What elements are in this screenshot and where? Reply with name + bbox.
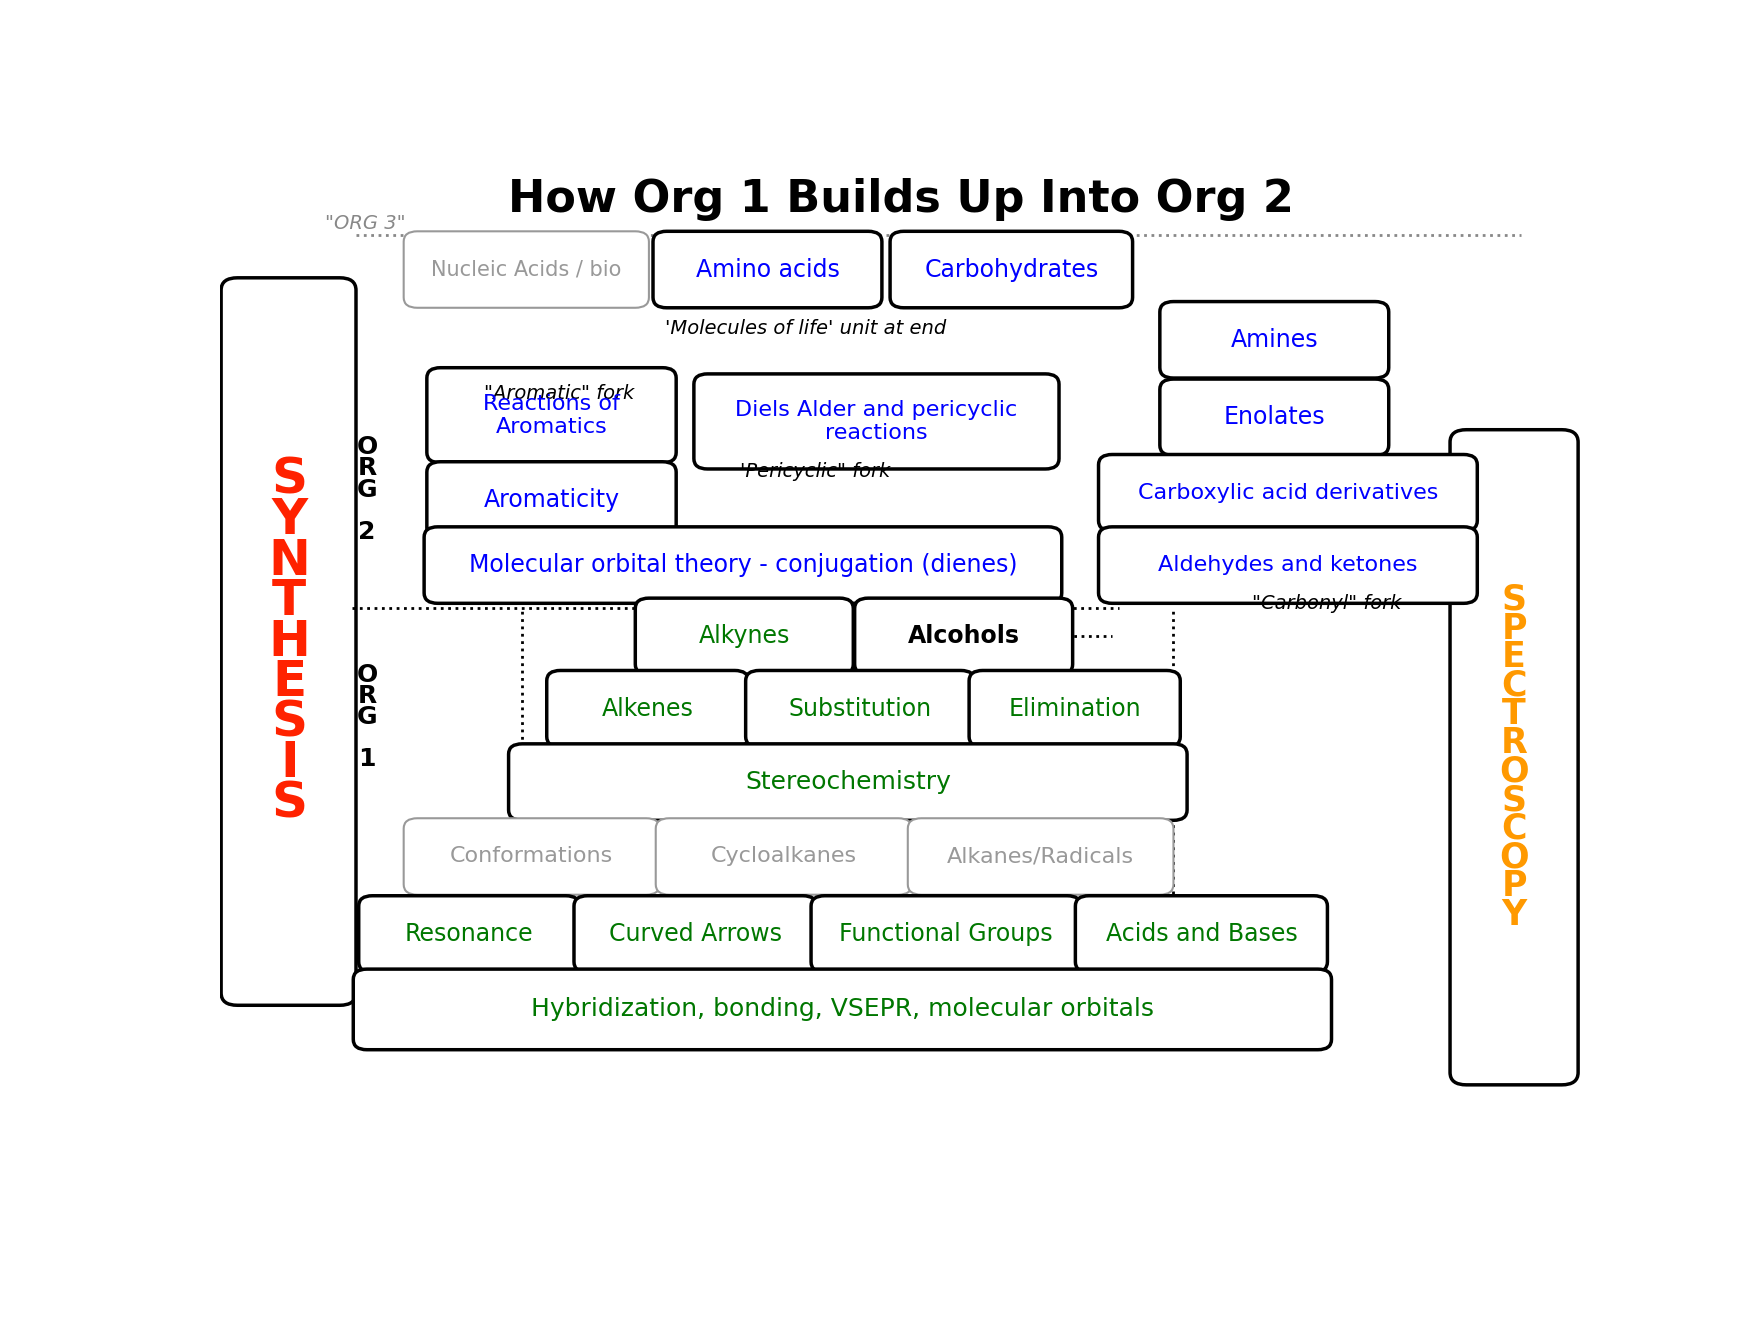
Text: Substitution: Substitution	[789, 696, 931, 721]
FancyBboxPatch shape	[353, 969, 1330, 1049]
Text: S
P
E
C
T
R
O
S
C
O
P
Y: S P E C T R O S C O P Y	[1499, 582, 1529, 931]
FancyBboxPatch shape	[1160, 302, 1388, 378]
Text: Cycloalkanes: Cycloalkanes	[710, 847, 856, 867]
FancyBboxPatch shape	[358, 895, 580, 972]
FancyBboxPatch shape	[1098, 455, 1476, 531]
Text: Resonance: Resonance	[404, 922, 532, 946]
Text: Conformations: Conformations	[450, 847, 613, 867]
FancyBboxPatch shape	[968, 671, 1179, 747]
FancyBboxPatch shape	[427, 462, 676, 538]
FancyBboxPatch shape	[655, 819, 912, 895]
Text: Enolates: Enolates	[1223, 405, 1325, 429]
Text: O
R
G

1: O R G 1	[357, 663, 378, 772]
FancyBboxPatch shape	[652, 231, 882, 307]
Text: Diels Alder and pericyclic
reactions: Diels Alder and pericyclic reactions	[734, 400, 1017, 443]
FancyBboxPatch shape	[907, 819, 1172, 895]
FancyBboxPatch shape	[221, 278, 355, 1005]
FancyBboxPatch shape	[573, 895, 815, 972]
Text: "ORG 3": "ORG 3"	[325, 213, 406, 232]
Text: O
R
G

2: O R G 2	[357, 435, 378, 544]
Text: Amines: Amines	[1230, 327, 1318, 352]
Text: 'Pericyclic" fork: 'Pericyclic" fork	[740, 462, 891, 480]
Text: Acids and Bases: Acids and Bases	[1105, 922, 1297, 946]
FancyBboxPatch shape	[889, 231, 1132, 307]
Text: Reactions of
Aromatics: Reactions of Aromatics	[483, 393, 620, 437]
Text: Alkynes: Alkynes	[698, 624, 789, 648]
Text: Amino acids: Amino acids	[696, 258, 838, 282]
Text: Carboxylic acid derivatives: Carboxylic acid derivatives	[1137, 483, 1437, 503]
Text: S
Y
N
T
H
E
S
I
S: S Y N T H E S I S	[269, 456, 309, 827]
Text: Nucleic Acids / bio: Nucleic Acids / bio	[430, 259, 622, 279]
Text: Curved Arrows: Curved Arrows	[608, 922, 782, 946]
Text: Molecular orbital theory - conjugation (dienes): Molecular orbital theory - conjugation (…	[469, 553, 1017, 577]
FancyBboxPatch shape	[810, 895, 1081, 972]
Text: How Org 1 Builds Up Into Org 2: How Org 1 Builds Up Into Org 2	[508, 177, 1293, 221]
FancyBboxPatch shape	[745, 671, 973, 747]
FancyBboxPatch shape	[423, 527, 1061, 604]
Text: Aldehydes and ketones: Aldehydes and ketones	[1158, 556, 1416, 576]
FancyBboxPatch shape	[1075, 895, 1327, 972]
FancyBboxPatch shape	[854, 599, 1072, 675]
FancyBboxPatch shape	[1160, 378, 1388, 455]
FancyBboxPatch shape	[508, 743, 1186, 820]
Text: Hybridization, bonding, VSEPR, molecular orbitals: Hybridization, bonding, VSEPR, molecular…	[531, 997, 1153, 1021]
Text: "Carbonyl" fork: "Carbonyl" fork	[1251, 593, 1400, 613]
Text: Stereochemistry: Stereochemistry	[745, 770, 951, 794]
FancyBboxPatch shape	[546, 671, 748, 747]
FancyBboxPatch shape	[694, 374, 1058, 468]
Text: Aromaticity: Aromaticity	[483, 488, 618, 513]
FancyBboxPatch shape	[404, 819, 659, 895]
FancyBboxPatch shape	[404, 231, 648, 307]
Text: "Aromatic" fork: "Aromatic" fork	[483, 384, 634, 403]
FancyBboxPatch shape	[1098, 527, 1476, 604]
Text: Elimination: Elimination	[1009, 696, 1140, 721]
Text: 'Molecules of life' unit at end: 'Molecules of life' unit at end	[664, 319, 945, 338]
FancyBboxPatch shape	[427, 368, 676, 463]
Text: Alcohols: Alcohols	[907, 624, 1019, 648]
FancyBboxPatch shape	[1450, 429, 1578, 1084]
Text: Alkenes: Alkenes	[601, 696, 692, 721]
FancyBboxPatch shape	[634, 599, 852, 675]
Text: Alkanes/Radicals: Alkanes/Radicals	[947, 847, 1133, 867]
Text: Carbohydrates: Carbohydrates	[924, 258, 1098, 282]
Text: Functional Groups: Functional Groups	[838, 922, 1052, 946]
